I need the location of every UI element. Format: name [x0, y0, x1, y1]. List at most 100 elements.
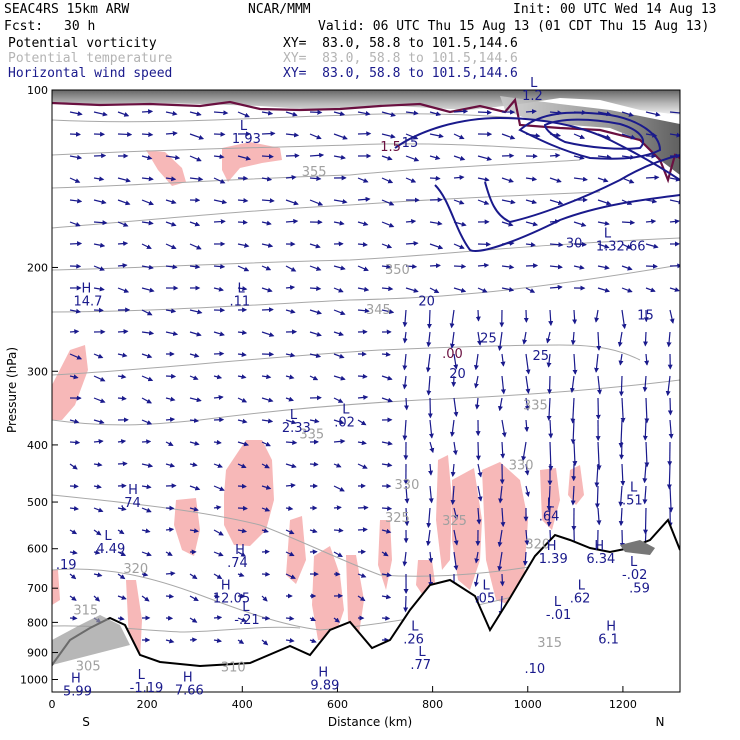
- wind-vector: [381, 155, 393, 161]
- wind-vector: [381, 133, 396, 139]
- wind-vector: [285, 483, 296, 488]
- theta-contour-label: 350: [385, 263, 410, 278]
- wind-vector: [93, 397, 106, 404]
- wind-vector: [165, 417, 176, 423]
- wind-vector: [381, 505, 393, 511]
- wind-vector: [93, 199, 107, 205]
- wind-vector: [546, 485, 552, 512]
- wind-vector: [285, 638, 295, 643]
- wind-vector: [669, 218, 680, 224]
- wind-vector: [669, 176, 680, 182]
- extremum-value: -.02: [622, 568, 647, 583]
- extremum-marker: L: [530, 76, 538, 91]
- wind-vector: [501, 240, 515, 246]
- wind-vector: [453, 221, 467, 227]
- y-tick-label: 300: [27, 365, 48, 378]
- wind-vector: [570, 419, 576, 445]
- wind-vector: [141, 507, 152, 513]
- plot-area: [52, 90, 680, 692]
- wind-vector: [237, 286, 248, 292]
- x-tick-label: 1200: [609, 698, 637, 711]
- wind-vector: [69, 241, 83, 247]
- wind-vector: [285, 265, 297, 272]
- extremum-marker: L: [547, 496, 555, 511]
- wind-vector: [333, 551, 343, 558]
- wind-vector: [621, 133, 636, 140]
- wind-vector: [404, 485, 410, 504]
- wind-vector: [237, 551, 247, 557]
- wind-vector: [425, 353, 431, 373]
- wind-vector: [381, 351, 391, 357]
- wind-vector: [501, 177, 514, 183]
- wind-vector: [381, 462, 393, 468]
- wind-vector: [237, 242, 250, 248]
- field-xy-theta: XY= 83.0, 58.8 to 101.5,144.6: [283, 51, 518, 66]
- wind-contour-label: 20: [449, 367, 466, 382]
- wind-vector: [453, 353, 459, 370]
- wind-vector: [333, 154, 346, 160]
- wind-vector: [141, 155, 153, 160]
- wind-vector: [477, 262, 490, 268]
- y-tick-label: 500: [27, 496, 48, 509]
- wind-vector: [93, 549, 101, 555]
- wind-vector: [475, 309, 481, 322]
- wind-vector: [237, 111, 250, 118]
- wind-vector: [473, 353, 479, 371]
- wind-vector: [165, 154, 181, 160]
- extremum-value: .59: [629, 582, 650, 597]
- wind-vector: [621, 111, 634, 117]
- wind-vector: [477, 109, 492, 115]
- wind-vector: [429, 243, 444, 250]
- wind-vector: [141, 132, 154, 137]
- x-tick-label: 800: [422, 698, 443, 711]
- valid-time: Valid: 06 UTC Thu 15 Aug 13 (01 CDT Thu …: [318, 19, 710, 34]
- extremum-marker: L: [240, 119, 248, 134]
- wind-vector: [333, 375, 346, 381]
- wind-vector: [309, 152, 325, 158]
- wind-vector: [117, 595, 127, 600]
- wind-vector: [333, 505, 342, 511]
- wind-vector: [549, 153, 561, 159]
- wind-vector: [402, 331, 408, 344]
- wind-vector: [642, 419, 648, 441]
- wind-vector: [141, 528, 151, 534]
- wind-vector: [428, 485, 434, 504]
- wind-vector: [285, 419, 297, 425]
- wind-contour-label: 15: [402, 136, 419, 151]
- wind-vector: [165, 551, 173, 556]
- wind-vector: [429, 441, 435, 454]
- wind-vector: [285, 573, 296, 579]
- wind-vector: [261, 242, 274, 248]
- wind-vector: [549, 264, 563, 270]
- wind-vector: [621, 154, 636, 160]
- wind-vector: [69, 439, 81, 445]
- wind-vector: [597, 287, 611, 293]
- wind-vector: [285, 396, 294, 402]
- wind-vector: [189, 617, 198, 623]
- wind-vector: [141, 462, 154, 468]
- extremum-value: .19: [56, 558, 77, 573]
- wind-vector: [213, 505, 222, 511]
- wind-vector: [597, 243, 610, 249]
- wind-vector: [546, 397, 552, 421]
- wind-vector: [93, 507, 104, 513]
- wind-vector: [261, 110, 274, 116]
- wind-vector: [189, 111, 202, 117]
- y-tick-label: 200: [27, 261, 48, 274]
- wind-vector: [405, 110, 419, 116]
- wind-vector: [473, 573, 479, 588]
- pv-fills: [52, 142, 584, 660]
- extremum-value: .05: [475, 591, 496, 606]
- wind-vector: [381, 375, 393, 381]
- wind-vector: [357, 440, 367, 446]
- wind-vector: [237, 528, 248, 534]
- wind-vector: [525, 485, 530, 497]
- wind-vector: [357, 111, 371, 116]
- wind-vector: [333, 527, 344, 533]
- wind-vector: [141, 199, 154, 206]
- wind-vector: [357, 419, 367, 426]
- extremum-value: .64: [539, 509, 560, 524]
- wind-vector: [189, 133, 205, 140]
- wind-contour-label: 30: [566, 237, 583, 252]
